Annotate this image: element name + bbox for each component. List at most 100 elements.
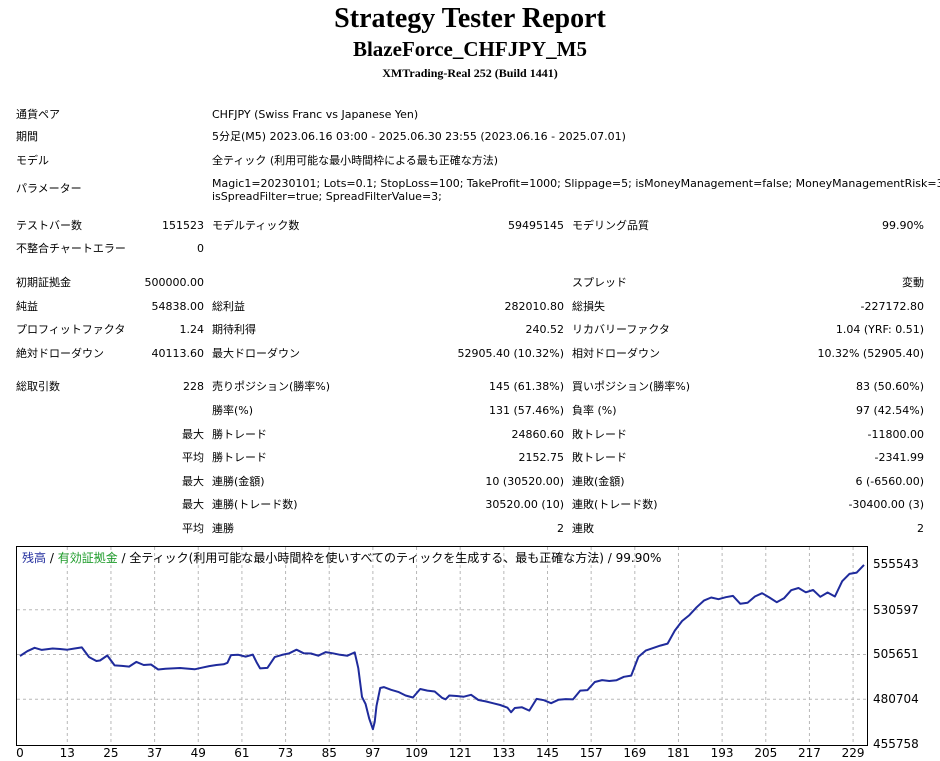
report-title: Strategy Tester Report [334,3,606,34]
y-tick-label: 555543 [873,557,919,571]
x-tick-label: 217 [797,746,821,760]
x-tick-label: 169 [623,746,647,760]
consec-win-amt-value: 10 (30520.00) [485,475,564,488]
x-tick-label: 205 [754,746,778,760]
y-tick-label: 505651 [873,647,919,662]
consec-win-amt-label: 連勝(金額) [212,475,265,488]
x-tick-label: 157 [579,746,603,760]
params-label: パラメーター [16,182,82,195]
gross-loss-value: -227172.80 [860,300,924,313]
max-consec-trd-label: 最大 [182,498,204,511]
trades-value: 228 [183,380,204,393]
net-label: 純益 [16,300,38,313]
ea-name: BlazeForce_CHFJPY_M5 [352,37,588,61]
recovery-value: 1.04 (YRF: 0.51) [835,323,924,336]
max-loss-value: -11800.00 [867,428,924,441]
x-tick-label: 121 [448,746,472,760]
x-tick-label: 133 [492,746,516,760]
max-row-label: 最大 [182,428,204,441]
pair-value: CHFJPY (Swiss Franc vs Japanese Yen) [212,108,419,121]
gross-profit-value: 282010.80 [504,300,565,313]
avg-win-value: 2152.75 [518,451,565,464]
avg-consec-win-label: 連勝 [212,522,234,535]
winrate-label: 勝率(%) [212,404,254,417]
abs-dd-value: 40113.60 [151,347,205,360]
avg-loss-value: -2341.99 [874,451,924,464]
x-tick-label: 145 [536,746,559,760]
gross-loss-label: 総損失 [572,300,605,313]
consec-loss-trd-value: -30400.00 (3) [848,498,924,511]
avg-consec-win-value: 2 [557,522,564,535]
rel-dd-label: 相対ドローダウン [572,347,660,360]
avg-win-label: 勝トレード [212,451,267,464]
short-value: 145 (61.38%) [488,380,564,393]
server-build: XMTrading-Real 252 (Build 1441) [382,66,558,80]
model-value: 全ティック (利用可能な最小時間枠による最も正確な方法) [212,154,499,167]
period-label: 期間 [16,130,38,143]
lossrate-value: 97 (42.54%) [855,404,924,417]
x-tick-label: 97 [365,746,381,760]
max-win-value: 24860.60 [511,428,565,441]
pair-label: 通貨ペア [16,108,60,121]
period-value: 5分足(M5) 2023.06.16 03:00 - 2025.06.30 23… [212,130,626,143]
chart-legend: 残高 / 有効証拠金 / 全ティック(利用可能な最小時間枠を使いすべてのティック… [22,550,661,566]
spread-label: スプレッド [572,276,627,289]
legend-balance: 残高 [22,551,47,565]
ticks-label: モデルティック数 [212,219,300,232]
x-tick-label: 181 [667,746,690,760]
consec-loss-amt-value: 6 (-6560.00) [855,475,924,488]
balance-line [19,564,865,731]
trades-label: 総取引数 [16,380,60,393]
errors-value: 0 [197,242,204,255]
spread-value: 変動 [902,276,924,289]
max-dd-value: 52905.40 (10.32%) [457,347,564,360]
legend-separator: / [46,551,58,565]
x-tick-label: 61 [234,746,250,760]
long-label: 買いポジション(勝率%) [572,380,691,393]
max-dd-label: 最大ドローダウン [212,347,300,360]
deposit-label: 初期証拠金 [16,276,71,289]
legend-description: / 全ティック(利用可能な最小時間枠を使いすべてのティックを生成する、最も正確な… [117,551,662,565]
avg-loss-label: 敗トレード [572,451,627,464]
consec-loss-amt-label: 連敗(金額) [572,475,625,488]
bars-value: 151523 [162,219,204,232]
short-label: 売りポジション(勝率%) [212,380,331,393]
y-tick-label: 455758 [873,737,919,751]
long-value: 83 (50.60%) [855,380,924,393]
quality-label: モデリング品質 [572,219,649,232]
x-tick-label: 193 [710,746,734,760]
pf-value: 1.24 [179,323,205,336]
net-value: 54838.00 [151,300,205,313]
avg-consec-loss-value: 2 [917,522,924,535]
deposit-value: 500000.00 [144,276,205,289]
ticks-value: 59495145 [508,219,564,232]
expected-label: 期待利得 [212,323,256,336]
params-line-2: isSpreadFilter=true; SpreadFilterValue=3… [212,190,442,203]
x-tick-label: 0 [16,746,24,760]
balance-chart-plot [17,547,867,745]
x-tick-label: 109 [405,746,428,760]
errors-label: 不整合チャートエラー [16,242,126,255]
consec-win-trd-value: 30520.00 (10) [485,498,564,511]
legend-equity: 有効証拠金 [57,551,118,565]
recovery-label: リカバリーファクタ [572,323,670,336]
y-tick-label: 480704 [873,692,919,707]
lossrate-label: 負率 (%) [572,404,617,417]
max-loss-label: 敗トレード [572,428,627,441]
gross-profit-label: 総利益 [212,300,245,313]
max-win-label: 勝トレード [212,428,267,441]
model-label: モデル [16,154,49,167]
pf-label: プロフィットファクタ [16,323,126,336]
avg-consec-loss-label: 連敗 [572,522,594,535]
balance-chart: 残高 / 有効証拠金 / 全ティック(利用可能な最小時間枠を使いすべてのティック… [16,546,868,746]
quality-value: 99.90% [882,219,924,232]
expected-value: 240.52 [525,323,565,336]
avg-row-label: 平均 [182,451,204,464]
rel-dd-value: 10.32% (52905.40) [817,347,924,360]
consec-win-trd-label: 連勝(トレード数) [212,498,298,511]
x-tick-label: 49 [190,746,206,760]
x-tick-label: 25 [103,746,119,760]
x-tick-label: 13 [59,746,75,760]
x-tick-label: 85 [321,746,337,760]
consec-loss-trd-label: 連敗(トレード数) [572,498,658,511]
